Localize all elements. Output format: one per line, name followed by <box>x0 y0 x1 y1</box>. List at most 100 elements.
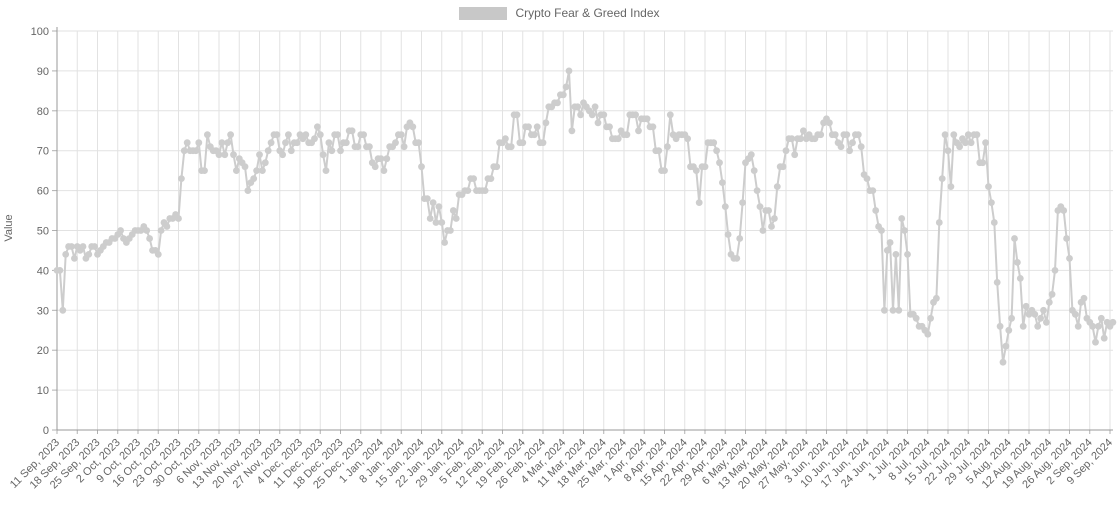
data-point-marker[interactable] <box>643 115 651 123</box>
data-point-marker[interactable] <box>435 203 443 211</box>
data-point-marker[interactable] <box>666 111 674 119</box>
data-point-marker[interactable] <box>293 139 301 147</box>
data-point-marker[interactable] <box>287 147 295 155</box>
data-point-marker[interactable] <box>649 123 657 131</box>
data-point-marker[interactable] <box>273 131 281 139</box>
chart-legend[interactable]: Crypto Fear & Greed Index <box>0 6 1119 20</box>
data-point-marker[interactable] <box>201 167 208 175</box>
data-point-marker[interactable] <box>146 235 154 242</box>
data-point-marker[interactable] <box>1109 318 1117 326</box>
data-point-marker[interactable] <box>1037 314 1044 322</box>
data-point-marker[interactable] <box>418 163 425 171</box>
data-point-marker[interactable] <box>950 131 958 139</box>
data-point-marker[interactable] <box>178 175 185 183</box>
data-point-marker[interactable] <box>314 123 321 131</box>
data-point-marker[interactable] <box>377 155 385 163</box>
data-point-marker[interactable] <box>895 306 903 314</box>
data-point-marker[interactable] <box>221 151 229 159</box>
data-point-marker[interactable] <box>779 163 787 171</box>
data-point-marker[interactable] <box>383 155 391 163</box>
data-point-marker[interactable] <box>470 175 477 183</box>
data-point-marker[interactable] <box>507 143 515 151</box>
data-point-marker[interactable] <box>904 251 911 258</box>
data-point-marker[interactable] <box>1092 338 1099 346</box>
data-point-marker[interactable] <box>788 135 796 143</box>
data-point-marker[interactable] <box>227 131 235 139</box>
data-point-marker[interactable] <box>195 139 203 147</box>
data-point-marker[interactable] <box>719 179 726 187</box>
data-point-marker[interactable] <box>924 330 932 338</box>
data-point-marker[interactable] <box>325 139 333 147</box>
data-point-marker[interactable] <box>360 131 367 139</box>
data-point-marker[interactable] <box>935 219 943 226</box>
data-point-marker[interactable] <box>892 251 900 258</box>
data-point-marker[interactable] <box>756 203 764 211</box>
data-point-marker[interactable] <box>62 251 70 258</box>
data-point-marker[interactable] <box>606 123 613 131</box>
data-point-marker[interactable] <box>91 243 98 250</box>
data-point-marker[interactable] <box>426 215 434 222</box>
data-point-marker[interactable] <box>973 131 981 139</box>
data-point-marker[interactable] <box>449 207 457 214</box>
data-point-marker[interactable] <box>962 139 969 147</box>
data-point-marker[interactable] <box>562 83 570 91</box>
data-point-marker[interactable] <box>591 103 599 111</box>
data-point-marker[interactable] <box>985 183 992 191</box>
data-point-marker[interactable] <box>154 251 162 258</box>
data-point-marker[interactable] <box>750 167 758 175</box>
data-point-marker[interactable] <box>849 139 856 147</box>
data-point-marker[interactable] <box>56 267 64 274</box>
data-point-marker[interactable] <box>854 131 862 139</box>
data-point-marker[interactable] <box>898 215 906 222</box>
data-point-marker[interactable] <box>768 223 775 230</box>
data-point-marker[interactable] <box>311 135 318 143</box>
data-point-marker[interactable] <box>279 151 286 159</box>
data-point-marker[interactable] <box>857 143 865 151</box>
data-point-marker[interactable] <box>1014 259 1021 266</box>
data-point-marker[interactable] <box>990 219 998 226</box>
data-point-marker[interactable] <box>1066 255 1073 262</box>
data-point-marker[interactable] <box>319 151 327 159</box>
data-point-marker[interactable] <box>999 358 1007 366</box>
data-point-marker[interactable] <box>163 223 171 230</box>
data-point-marker[interactable] <box>1095 322 1102 330</box>
data-point-marker[interactable] <box>831 131 839 139</box>
data-point-marker[interactable] <box>577 111 584 119</box>
data-point-marker[interactable] <box>661 167 668 175</box>
data-point-marker[interactable] <box>143 227 151 234</box>
data-point-marker[interactable] <box>695 199 703 207</box>
data-point-marker[interactable] <box>282 139 289 147</box>
data-point-marker[interactable] <box>1063 235 1070 242</box>
data-point-marker[interactable] <box>285 131 292 139</box>
data-point-marker[interactable] <box>502 135 509 143</box>
data-point-marker[interactable] <box>979 159 987 167</box>
data-point-marker[interactable] <box>519 139 527 147</box>
data-point-marker[interactable] <box>716 159 723 167</box>
data-point-marker[interactable] <box>241 163 249 171</box>
data-point-marker[interactable] <box>59 306 67 314</box>
data-point-marker[interactable] <box>533 123 541 131</box>
data-point-marker[interactable] <box>432 219 440 226</box>
data-point-marker[interactable] <box>487 175 495 183</box>
data-point-marker[interactable] <box>614 135 622 143</box>
data-point-marker[interactable] <box>944 147 952 155</box>
data-point-marker[interactable] <box>261 159 269 167</box>
data-point-marker[interactable] <box>872 207 880 214</box>
data-point-marker[interactable] <box>941 131 949 139</box>
data-point-marker[interactable] <box>183 139 191 147</box>
data-point-marker[interactable] <box>513 111 521 119</box>
data-point-marker[interactable] <box>348 127 356 135</box>
data-point-marker[interactable] <box>1080 294 1088 302</box>
data-point-marker[interactable] <box>539 139 547 147</box>
data-point-marker[interactable] <box>993 279 1001 286</box>
data-point-marker[interactable] <box>409 123 417 131</box>
data-point-marker[interactable] <box>429 199 437 207</box>
data-point-marker[interactable] <box>996 322 1004 330</box>
data-point-marker[interactable] <box>988 199 995 207</box>
data-point-marker[interactable] <box>157 227 165 234</box>
data-point-marker[interactable] <box>1019 322 1027 330</box>
data-point-marker[interactable] <box>250 175 258 183</box>
data-point-marker[interactable] <box>464 187 472 195</box>
data-point-marker[interactable] <box>371 163 379 171</box>
data-point-marker[interactable] <box>956 143 963 151</box>
